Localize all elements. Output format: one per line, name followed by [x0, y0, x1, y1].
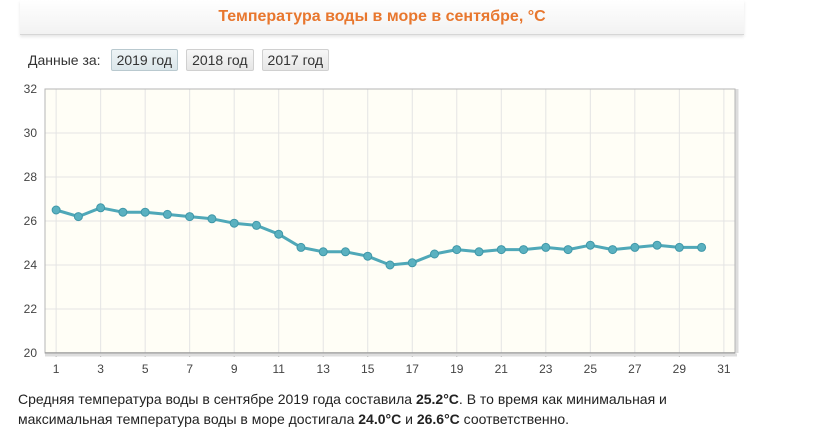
- x-tick-label: 31: [717, 362, 731, 376]
- data-point: [162, 209, 172, 219]
- data-point: [296, 242, 306, 252]
- data-point: [697, 242, 707, 252]
- summary-part-4: соответственно.: [459, 411, 569, 427]
- data-point: [652, 240, 662, 250]
- y-tick-label: 28: [24, 170, 38, 184]
- year-2019-button[interactable]: 2019 год: [110, 49, 179, 71]
- data-point: [674, 242, 684, 252]
- year-selector: Данные за: 2019 год 2018 год 2017 год: [28, 48, 330, 72]
- page-title: Температура воды в море в сентябре, °C: [218, 8, 546, 25]
- data-point: [229, 218, 239, 228]
- chart-title-bar: Температура воды в море в сентябре, °C: [20, 0, 744, 35]
- year-2018-button[interactable]: 2018 год: [186, 49, 254, 71]
- x-tick-label: 7: [186, 362, 193, 376]
- data-point: [474, 247, 484, 257]
- y-tick-label: 22: [24, 302, 38, 316]
- summary-text: Средняя температура воды в сентябре 2019…: [18, 389, 718, 429]
- year-selector-label: Данные за:: [28, 52, 101, 68]
- x-tick-label: 25: [584, 362, 598, 376]
- x-tick-label: 23: [539, 362, 553, 376]
- summary-part-2: . В то время как минимальная и максималь…: [18, 391, 667, 427]
- x-tick-label: 9: [231, 362, 238, 376]
- summary-average: 25.2°C: [415, 391, 459, 407]
- data-point: [430, 249, 440, 259]
- data-point: [73, 212, 83, 222]
- data-point: [318, 247, 328, 257]
- data-point: [541, 242, 551, 252]
- x-tick-label: 3: [97, 362, 104, 376]
- x-tick-label: 19: [450, 362, 464, 376]
- year-2017-button[interactable]: 2017 год: [261, 49, 330, 71]
- data-point: [608, 245, 618, 255]
- data-point: [340, 247, 350, 257]
- data-point: [96, 203, 106, 213]
- data-point: [207, 214, 217, 224]
- data-point: [274, 229, 284, 239]
- x-tick-label: 21: [495, 362, 509, 376]
- chart-container: 20 22 24 26 28 30 32 1 3 5 7 9 11 13 15 17 19 21 23 25 27 29 3…: [0, 78, 760, 391]
- data-point: [140, 207, 150, 217]
- data-point: [496, 245, 506, 255]
- y-tick-label: 30: [24, 126, 38, 140]
- y-tick-label: 24: [24, 258, 38, 272]
- data-point: [585, 240, 595, 250]
- x-tick-label: 11: [272, 362, 285, 376]
- x-tick-label: 5: [142, 362, 149, 376]
- x-tick-label: 13: [317, 362, 331, 376]
- summary-minimum: 24.0°C: [358, 411, 402, 427]
- data-point: [385, 260, 395, 270]
- x-tick-label: 29: [673, 362, 687, 376]
- data-point: [519, 245, 529, 255]
- x-tick-label: 15: [361, 362, 375, 376]
- y-tick-label: 20: [24, 346, 38, 360]
- x-tick-label: 27: [628, 362, 642, 376]
- summary-part-1: Средняя температура воды в сентябре 2019…: [18, 391, 416, 407]
- data-point: [251, 220, 261, 230]
- summary-maximum: 26.6°C: [416, 411, 460, 427]
- summary-part-3: и: [401, 411, 417, 427]
- data-point: [630, 242, 640, 252]
- y-tick-label: 32: [24, 82, 38, 96]
- data-point: [185, 212, 195, 222]
- data-point: [51, 205, 61, 215]
- x-tick-label: 17: [406, 362, 420, 376]
- data-point: [452, 245, 462, 255]
- x-tick-label: 1: [53, 362, 60, 376]
- data-point: [407, 258, 417, 268]
- data-point: [118, 207, 128, 217]
- data-point: [563, 245, 573, 255]
- data-point: [363, 251, 373, 261]
- y-tick-label: 26: [24, 214, 38, 228]
